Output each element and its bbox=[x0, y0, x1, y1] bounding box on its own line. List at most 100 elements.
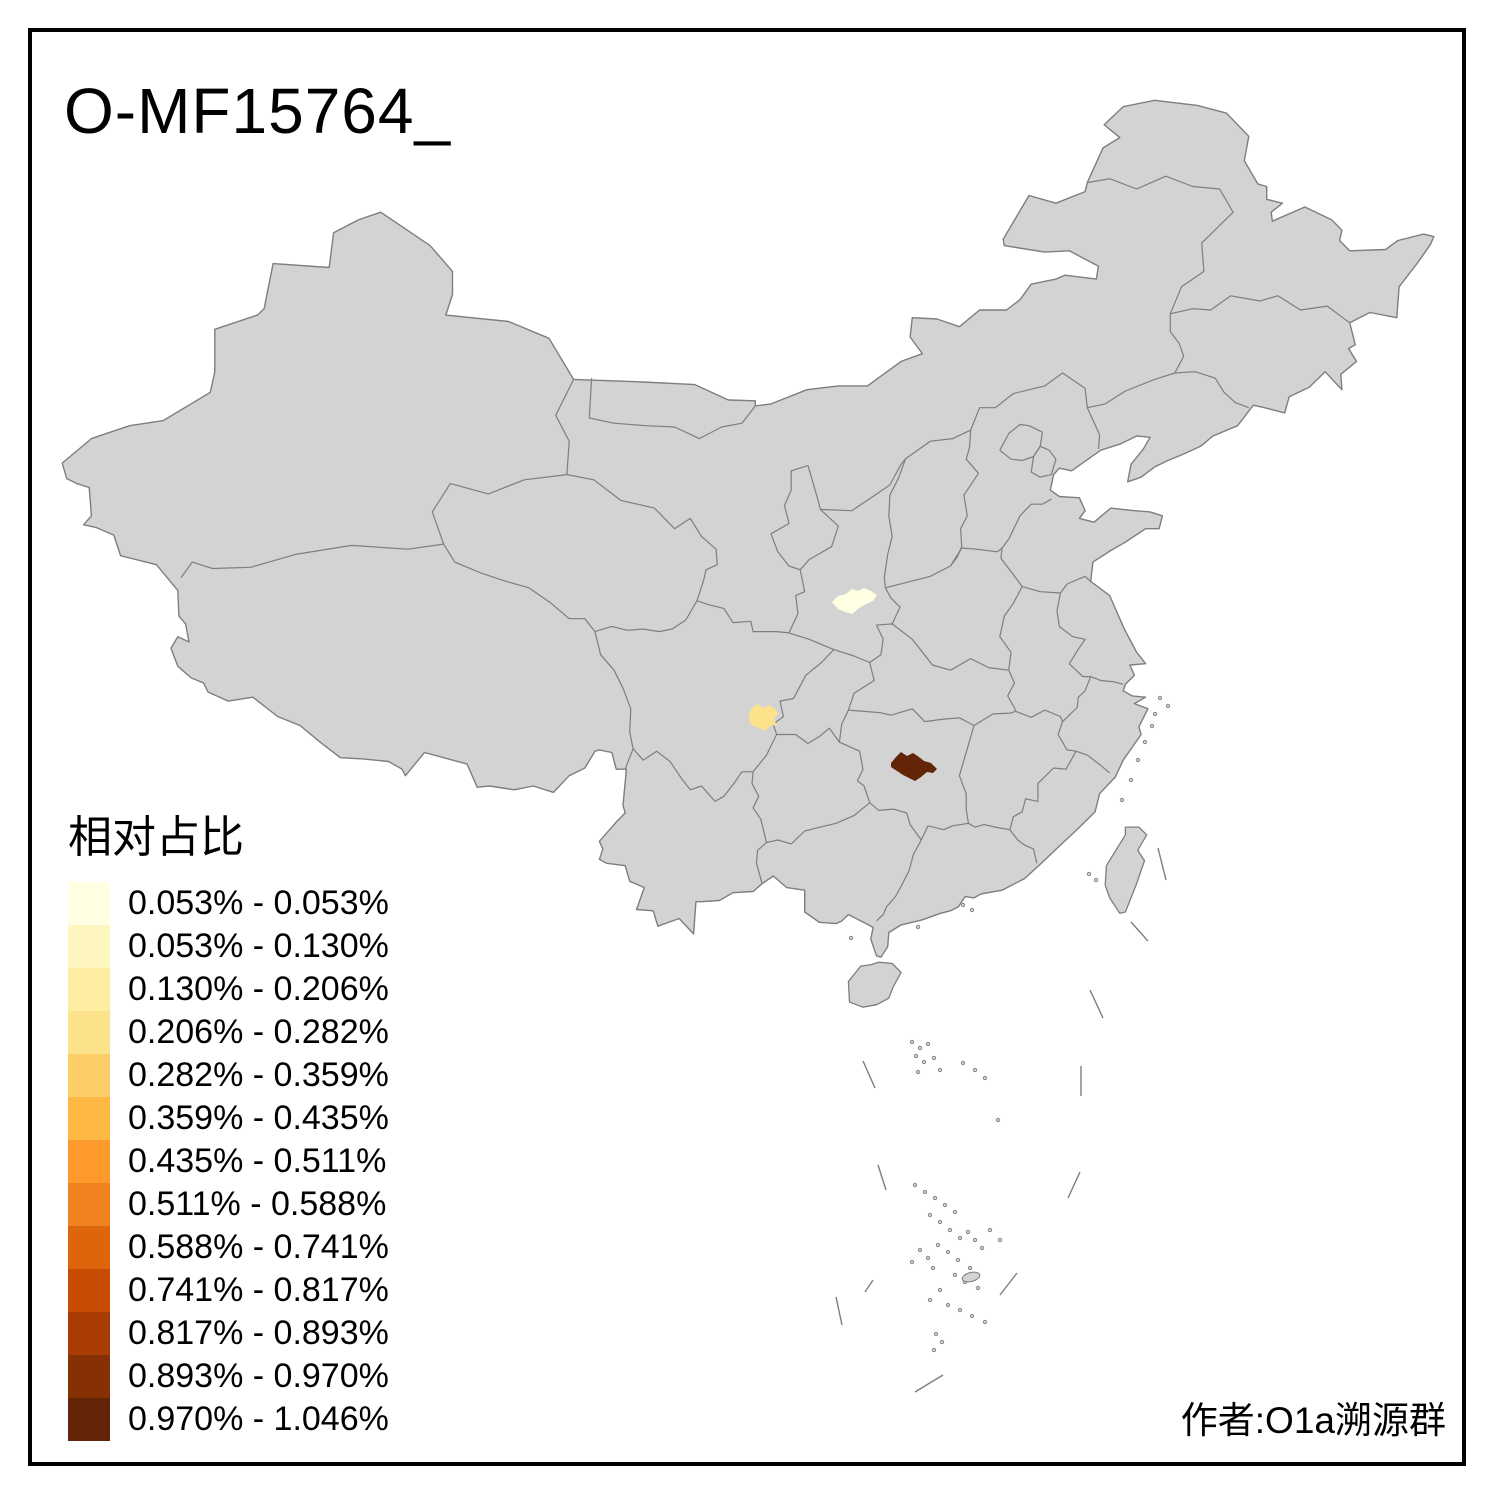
islet-dot bbox=[927, 1297, 933, 1303]
province-border bbox=[708, 604, 790, 634]
province-border bbox=[1086, 407, 1101, 449]
legend-label: 0.359% - 0.435% bbox=[128, 1099, 389, 1137]
province-border bbox=[1169, 313, 1185, 374]
legend-label: 0.206% - 0.282% bbox=[128, 1013, 389, 1051]
islet-dot bbox=[955, 1257, 961, 1263]
province-border bbox=[752, 662, 875, 773]
province-border bbox=[1009, 750, 1077, 830]
province-border bbox=[820, 458, 907, 512]
islet-dot bbox=[939, 1339, 945, 1345]
province-border bbox=[905, 429, 971, 460]
islet-dot bbox=[930, 1265, 936, 1271]
islet-dot bbox=[937, 1067, 943, 1073]
islet-dot bbox=[937, 1219, 943, 1225]
legend-label: 0.130% - 0.206% bbox=[128, 970, 389, 1008]
legend-swatch bbox=[68, 1269, 110, 1312]
legend-row: 0.053% - 0.130% bbox=[68, 925, 389, 968]
legend-rows: 0.053% - 0.053% 0.053% - 0.130% 0.130% - 0… bbox=[68, 882, 389, 1441]
legend-row: 0.970% - 1.046% bbox=[68, 1398, 389, 1441]
province-border bbox=[999, 423, 1044, 462]
legend-swatch bbox=[68, 1054, 110, 1097]
islet-dot bbox=[1128, 777, 1134, 783]
province-border bbox=[970, 372, 1175, 431]
province-border bbox=[1075, 750, 1111, 774]
province-border bbox=[876, 623, 1009, 671]
province-border bbox=[920, 822, 969, 841]
islet-dot bbox=[972, 1237, 978, 1243]
islet-dot bbox=[997, 1237, 1003, 1243]
islet-dot bbox=[931, 1347, 937, 1353]
islet-dot bbox=[912, 1182, 918, 1188]
islet-dot bbox=[917, 1247, 923, 1253]
islet-dot bbox=[931, 1055, 937, 1061]
islet-dot bbox=[848, 935, 854, 941]
legend-swatch bbox=[68, 1011, 110, 1054]
sea-boundary-dash bbox=[862, 1060, 876, 1089]
islet-dot bbox=[982, 1075, 988, 1081]
province-border bbox=[431, 474, 567, 545]
islet-dot bbox=[922, 1189, 928, 1195]
legend-swatch bbox=[68, 1226, 110, 1269]
province-border bbox=[958, 725, 975, 824]
sea-boundary-dash bbox=[835, 1296, 843, 1326]
legend-swatch bbox=[68, 1312, 110, 1355]
province-border bbox=[883, 458, 907, 588]
islet-dot bbox=[909, 1039, 915, 1045]
islet-dot bbox=[945, 1249, 951, 1255]
islet-dot bbox=[969, 1313, 975, 1319]
islet-dot bbox=[969, 907, 975, 913]
province-border bbox=[839, 741, 871, 803]
legend-swatch bbox=[68, 1183, 110, 1226]
legend-row: 0.893% - 0.970% bbox=[68, 1355, 389, 1398]
legend-row: 0.282% - 0.359% bbox=[68, 1054, 389, 1097]
islet-shape bbox=[961, 1271, 981, 1283]
province-border bbox=[848, 708, 975, 727]
sea-boundary-dash bbox=[914, 1374, 944, 1393]
province-border bbox=[968, 822, 1011, 831]
legend-row: 0.206% - 0.282% bbox=[68, 1011, 389, 1054]
islet-dot bbox=[952, 1272, 958, 1278]
islet-dot bbox=[942, 1202, 948, 1208]
islet-dot bbox=[937, 1287, 943, 1293]
province-border bbox=[1000, 547, 1023, 587]
legend-swatch bbox=[68, 882, 110, 925]
province-border bbox=[884, 587, 901, 625]
province-border bbox=[788, 624, 884, 664]
legend-swatch bbox=[68, 968, 110, 1011]
islet-dot bbox=[1086, 871, 1092, 877]
islet-dot bbox=[1135, 757, 1141, 763]
legend-row: 0.435% - 0.511% bbox=[68, 1140, 389, 1183]
islet-dot bbox=[1157, 695, 1163, 701]
legend-swatch bbox=[68, 1398, 110, 1441]
islet-dot bbox=[995, 1117, 1001, 1123]
province-border bbox=[755, 802, 871, 884]
islet-dot bbox=[982, 1319, 988, 1325]
province-border bbox=[1030, 445, 1057, 478]
legend-swatch bbox=[68, 1097, 110, 1140]
legend-label: 0.588% - 0.741% bbox=[128, 1228, 389, 1266]
islet-dot bbox=[1142, 739, 1148, 745]
islet-dot bbox=[960, 1060, 966, 1066]
islet-dot bbox=[921, 1059, 927, 1065]
province-border bbox=[1090, 676, 1124, 685]
sea-boundary-dash bbox=[877, 1164, 887, 1191]
islet-dot bbox=[975, 1285, 981, 1291]
islet-dot bbox=[935, 1242, 941, 1248]
sea-boundary-dash bbox=[1130, 921, 1149, 942]
hainan-island-shape bbox=[847, 961, 902, 1008]
islet-dot bbox=[957, 1307, 963, 1313]
province-border bbox=[999, 586, 1023, 671]
sea-boundary-dash bbox=[1067, 1171, 1081, 1199]
page-title: O-MF15764_ bbox=[64, 75, 452, 147]
islet-dot bbox=[925, 1041, 931, 1047]
province-border bbox=[885, 565, 951, 589]
legend-label: 0.817% - 0.893% bbox=[128, 1314, 389, 1352]
legend-row: 0.359% - 0.435% bbox=[68, 1097, 389, 1140]
islet-dot bbox=[979, 1245, 985, 1251]
islet-dot bbox=[925, 1255, 931, 1261]
highlighted-region-bin-1 bbox=[832, 588, 877, 614]
legend-label: 0.435% - 0.511% bbox=[128, 1142, 387, 1180]
islet-dot bbox=[1093, 877, 1099, 883]
